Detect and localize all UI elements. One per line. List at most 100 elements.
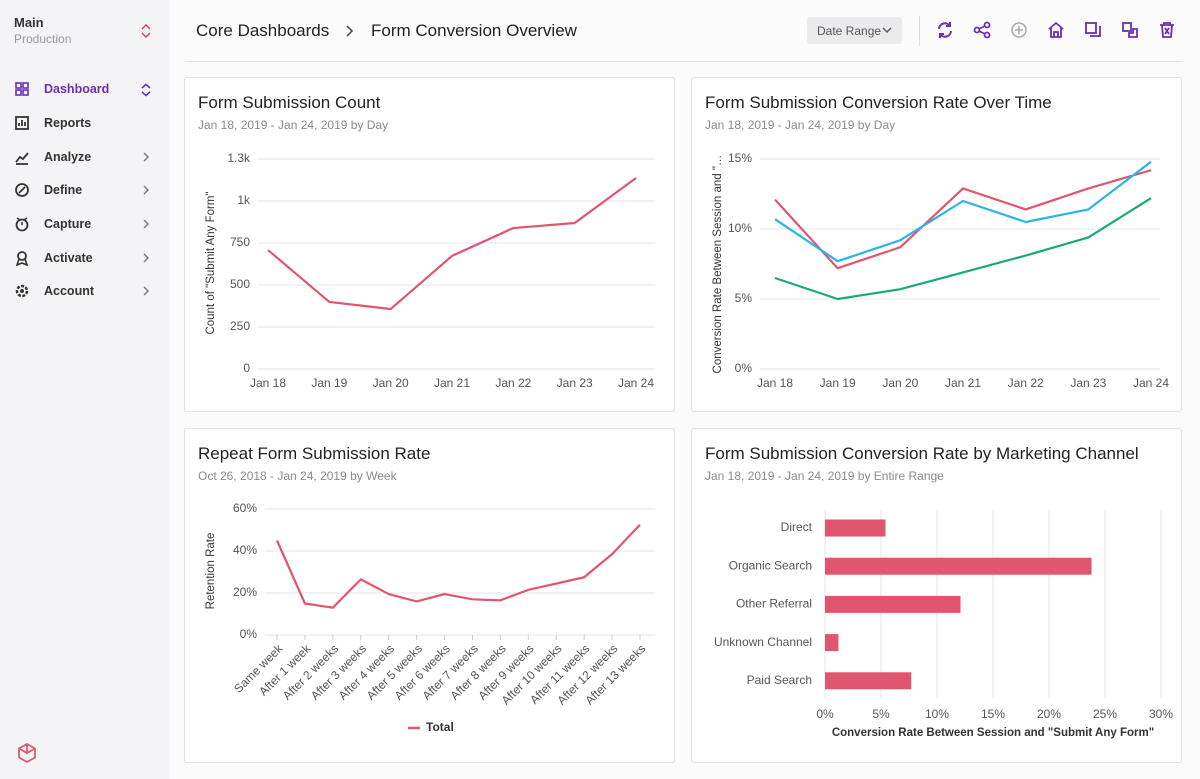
chart-card: Form Submission Conversion Rate by Marke… [691, 428, 1182, 763]
data-line [267, 177, 637, 311]
category-label: Unknown Channel [714, 635, 812, 649]
workspace[interactable]: Main [14, 15, 44, 30]
bar [825, 519, 886, 537]
x-tick-label: Jan 20 [882, 376, 918, 390]
bar [825, 557, 1092, 575]
chart: 0% 5% 10% 15% 20% 25% 30% Conversion Rate Betwe… [714, 509, 1173, 739]
y-tick-label: 10% [728, 221, 752, 235]
y-tick-label: 250 [230, 319, 250, 333]
x-tick-label: 15% [981, 707, 1005, 721]
card-subtitle: Jan 18, 2019 - Jan 24, 2019 by Day [705, 118, 896, 132]
nav-item[interactable]: Define [0, 178, 170, 202]
x-tick-label: Jan 18 [250, 376, 286, 390]
y-tick-label: 1k [237, 193, 251, 207]
nav-label: Account [44, 284, 94, 298]
chart-card: Repeat Form Submission Rate Oct 26, 2018 … [184, 428, 675, 763]
chevron [141, 83, 151, 97]
chart-card: Form Submission Count Jan 18, 2019 - Jan … [184, 77, 675, 412]
copy-button[interactable] [1083, 20, 1103, 40]
logo[interactable] [16, 742, 38, 764]
y-tick-label: 15% [728, 151, 752, 165]
card-title: Repeat Form Submission Rate [198, 444, 431, 463]
x-tick-label: Jan 21 [945, 376, 981, 390]
nav-label: Activate [44, 251, 93, 265]
y-tick-label: 60% [233, 501, 257, 515]
y-tick-label: 1.3k [227, 151, 251, 165]
x-tick-label: 20% [1037, 707, 1061, 721]
x-tick-label: Jan 18 [757, 376, 793, 390]
header: Core Dashboards Form Conversion Overview… [185, 0, 1183, 62]
nav-item[interactable]: Account [0, 279, 170, 303]
legend-label: Total [426, 720, 454, 734]
chart: 0 250 500 750 1k 1.3k Count of "Submit Any For… [205, 151, 655, 390]
x-tick-label: 10% [925, 707, 949, 721]
nav-label: Define [44, 183, 83, 197]
card-title: Form Submission Conversion Rate by Marke… [705, 444, 1139, 463]
icon [15, 116, 29, 130]
chevron [143, 219, 149, 229]
x-tick-label: Jan 22 [1008, 376, 1044, 390]
y-tick-label: 750 [230, 235, 250, 249]
add-button[interactable] [1009, 20, 1029, 40]
card-title: Form Submission Count [198, 93, 381, 112]
nav-item[interactable]: Activate [0, 246, 170, 270]
bar [825, 672, 912, 690]
data-line [774, 197, 1152, 301]
x-tick-label: 30% [1149, 707, 1173, 721]
x-tick-label: Jan 22 [495, 376, 531, 390]
y-tick-label: 0% [735, 361, 753, 375]
x-tick-label: Jan 21 [434, 376, 470, 390]
refresh-button[interactable] [935, 20, 955, 40]
category-label: Paid Search [747, 673, 812, 687]
nav-item[interactable]: Dashboard [0, 77, 170, 101]
y-axis-title: Count of "Submit Any Form" [205, 191, 217, 334]
icon [15, 82, 29, 96]
icon [15, 152, 29, 165]
x-tick-label: Jan 24 [1133, 376, 1169, 390]
data-line [774, 169, 1152, 270]
y-tick-label: 40% [233, 543, 257, 557]
sidebar: Main Production Dashboard Reports Analyz… [0, 0, 170, 779]
data-line [275, 523, 641, 609]
date-range-button[interactable]: Date Range [807, 17, 902, 44]
home-button[interactable] [1046, 20, 1066, 40]
category-label: Organic Search [729, 558, 812, 572]
data-line [774, 160, 1152, 263]
card-title: Form Submission Conversion Rate Over Tim… [705, 93, 1052, 112]
date-range-label: Date Range [817, 24, 882, 38]
y-tick-label: 500 [230, 277, 250, 291]
icon [15, 217, 29, 232]
x-tick-label: Jan 24 [618, 376, 654, 390]
nav-label: Capture [44, 217, 92, 231]
icon [15, 284, 29, 298]
chart: 0% 5% 10% 15% Conversion Rate Between Sessio… [712, 151, 1169, 390]
icon [15, 183, 29, 197]
chevron [143, 185, 149, 195]
environment[interactable]: Production [14, 32, 72, 46]
card-subtitle: Jan 18, 2019 - Jan 24, 2019 by Day [198, 118, 389, 132]
x-tick-label: Jan 19 [311, 376, 347, 390]
x-tick-label: Jan 19 [820, 376, 856, 390]
switch-icon[interactable] [140, 23, 152, 39]
nav-item[interactable]: Capture [0, 212, 170, 236]
category-label: Other Referral [736, 597, 812, 611]
x-tick-label: 5% [872, 707, 890, 721]
y-axis-title: Conversion Rate Between Session and "… [712, 155, 724, 374]
bar [825, 634, 839, 652]
nav-label: Dashboard [44, 82, 110, 96]
y-axis-title: Retention Rate [205, 533, 217, 610]
separator [919, 16, 920, 46]
delete-button[interactable] [1157, 20, 1177, 40]
nav-item[interactable]: Reports [0, 111, 170, 135]
breadcrumb-link[interactable]: Core Dashboards [196, 21, 330, 40]
y-tick-label: 0 [243, 361, 250, 375]
chevron [143, 286, 149, 296]
chart-card: Form Submission Conversion Rate Over Tim… [691, 77, 1182, 412]
nav-item[interactable]: Analyze [0, 145, 170, 169]
duplicate-button[interactable] [1120, 20, 1140, 40]
nav-label: Analyze [44, 150, 92, 164]
share-button[interactable] [972, 20, 992, 40]
breadcrumb-current: Form Conversion Overview [371, 21, 577, 40]
